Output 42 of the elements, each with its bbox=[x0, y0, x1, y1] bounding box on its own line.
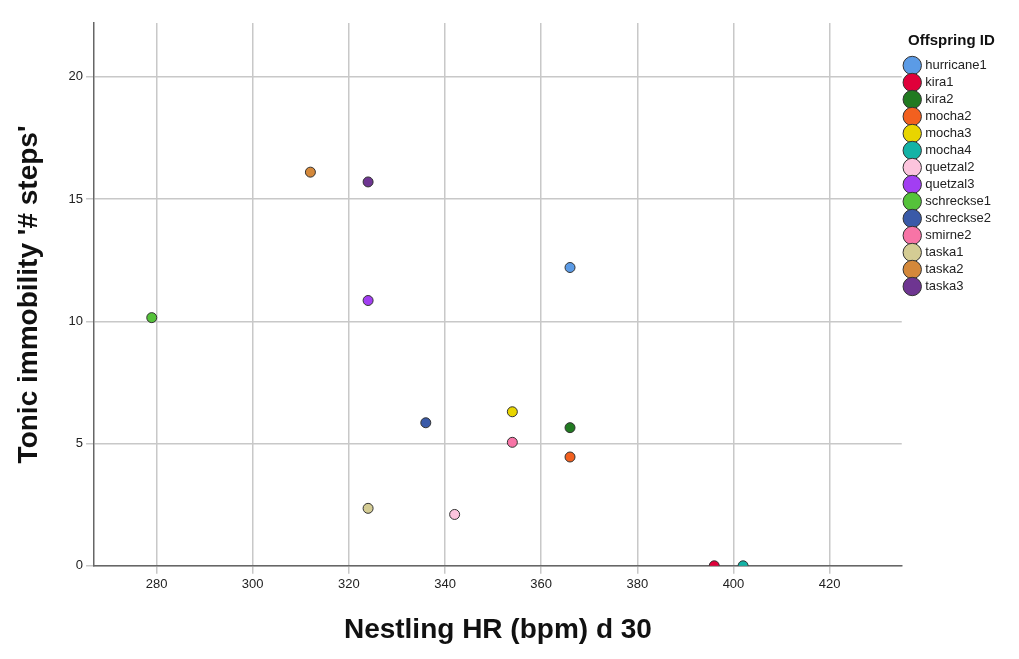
x-tick-label: 340 bbox=[434, 576, 456, 592]
legend-label: quetzal2 bbox=[925, 159, 975, 175]
x-tick-label: 400 bbox=[722, 576, 745, 592]
x-tick-label: 380 bbox=[626, 576, 649, 592]
point bbox=[564, 262, 576, 274]
legend-label: mocha3 bbox=[925, 125, 972, 141]
x-tick-label: 420 bbox=[818, 576, 841, 592]
legend-label: schreckse1 bbox=[925, 193, 991, 209]
legend-label: taska3 bbox=[925, 278, 964, 294]
point bbox=[506, 406, 518, 418]
legend-label: kira2 bbox=[925, 91, 954, 107]
legend-label: schreckse2 bbox=[925, 210, 991, 226]
legend-label: taska2 bbox=[925, 261, 964, 277]
legend-label: taska1 bbox=[925, 244, 964, 260]
legend-label: mocha2 bbox=[925, 108, 972, 124]
point bbox=[449, 508, 461, 520]
x-tick-label: 300 bbox=[241, 576, 264, 592]
x-axis-title: Nestling HR (bpm) d 30 bbox=[343, 612, 652, 644]
legend-label: hurricane1 bbox=[925, 57, 987, 73]
legend-label: smirne2 bbox=[925, 227, 972, 243]
legend-label: kira1 bbox=[925, 74, 954, 90]
y-tick-label: 5 bbox=[75, 435, 84, 451]
point bbox=[420, 417, 432, 429]
point bbox=[304, 166, 316, 178]
x-tick-label: 280 bbox=[145, 576, 168, 592]
y-tick-label: 15 bbox=[68, 190, 84, 206]
point bbox=[362, 176, 374, 188]
y-tick-label: 10 bbox=[68, 312, 84, 328]
point bbox=[506, 436, 518, 448]
point bbox=[564, 451, 576, 463]
legend-title: Offspring ID bbox=[908, 30, 995, 48]
legend-label: mocha4 bbox=[925, 142, 972, 158]
x-tick-label: 320 bbox=[338, 576, 360, 592]
y-axis-title: Tonic immobility '# steps' bbox=[11, 125, 43, 464]
x-tick-label: 360 bbox=[530, 576, 553, 592]
point bbox=[362, 502, 374, 514]
point bbox=[564, 422, 576, 434]
y-tick-label: 0 bbox=[75, 557, 84, 573]
y-tick-label: 20 bbox=[68, 68, 84, 84]
point bbox=[146, 312, 158, 324]
point bbox=[362, 295, 374, 307]
legend-label: quetzal3 bbox=[925, 176, 975, 192]
